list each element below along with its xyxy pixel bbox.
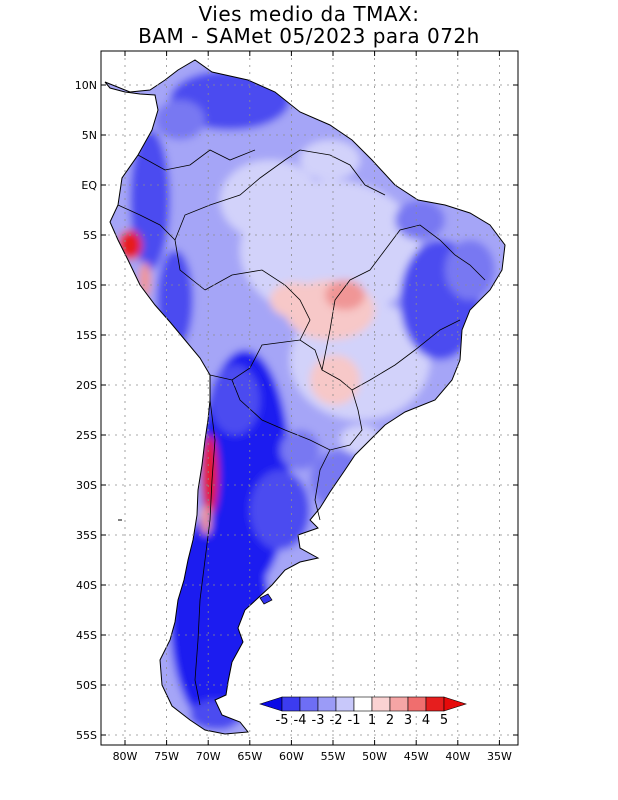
colorbar-box [281, 696, 301, 712]
colorbar-box [317, 696, 337, 712]
colorbar-box [425, 696, 445, 712]
lat-tick-label: 30S [76, 479, 97, 492]
lat-tick-label: 50S [76, 679, 97, 692]
lon-tick-label: 35W [487, 750, 512, 763]
lon-tick-label: 60W [279, 750, 304, 763]
latitude-axis: 10N 5N EQ 5S 10S 15S 20S 25S 30S 35S 40S 45S 50S 55S [75, 79, 518, 742]
border-guianas [299, 149, 386, 196]
colorbar-box [299, 696, 319, 712]
longitude-axis: 80W 75W 70W 65W 60W 55W 50W 45W 40W 35W [113, 51, 512, 763]
lat-tick-label: 35S [76, 529, 97, 542]
colorbar-label: -1 [348, 713, 361, 728]
map-frame [100, 50, 519, 746]
lat-tick-label: 55S [76, 729, 97, 742]
colorbar-box [371, 696, 391, 712]
map-title-line1: Vies medio da TMAX: [198, 2, 420, 26]
colorbar-label: 2 [386, 713, 394, 728]
lon-tick-label: 75W [154, 750, 179, 763]
bias-patch [155, 100, 205, 140]
lat-tick-label: 45S [76, 629, 97, 642]
lat-tick-label: 15S [76, 329, 97, 342]
lon-tick-label: 80W [113, 750, 138, 763]
border-chile-argentina [194, 399, 216, 706]
lat-tick-label: EQ [81, 179, 97, 192]
bias-patch [395, 200, 445, 240]
bias-patch [220, 160, 320, 240]
lon-tick-label: 70W [196, 750, 221, 763]
lon-tick-label: 65W [237, 750, 262, 763]
colorbar-label: 4 [422, 713, 430, 728]
lon-tick-label: 40W [445, 750, 470, 763]
colorbar-box [407, 696, 427, 712]
colorbar-box [389, 696, 409, 712]
border-ecuador-peru [117, 204, 176, 241]
falklands-islands [259, 593, 273, 605]
bias-patch [270, 282, 320, 318]
colorbar-box [353, 696, 373, 712]
lat-tick-label: 20S [76, 379, 97, 392]
lon-tick-label: 55W [321, 750, 346, 763]
map-title-line2: BAM - SAMet 05/2023 para 072h [138, 24, 480, 48]
bias-patch [210, 365, 260, 435]
lat-tick-label: 25S [76, 429, 97, 442]
lat-tick-label: 5S [83, 229, 97, 242]
bias-patch [250, 470, 310, 550]
colorbar: -5 -4 -3 -2 -1 1 2 3 4 5 [259, 696, 467, 728]
bias-patch [201, 505, 211, 535]
country-borders [117, 149, 486, 706]
colorbar-box [335, 696, 355, 712]
lon-tick-label: 50W [362, 750, 387, 763]
colorbar-label: -5 [276, 713, 289, 728]
border-argentina-uruguay [314, 449, 331, 521]
colorbar-label: -4 [294, 713, 307, 728]
lon-tick-label: 45W [404, 750, 429, 763]
border-amazon [174, 149, 301, 291]
lat-tick-label: 10S [76, 279, 97, 292]
colorbar-label: -2 [330, 713, 343, 728]
colorbar-label: 3 [404, 713, 412, 728]
bias-patch [445, 240, 495, 300]
bias-patch [310, 355, 360, 405]
border-paraguay [231, 379, 363, 451]
border-colombia [137, 149, 256, 171]
colorbar-label: -3 [312, 713, 325, 728]
colorbar-arrow-right [443, 696, 467, 712]
border-brazil-states-north [384, 224, 486, 281]
border-brazil-states-south [351, 319, 461, 391]
border-brazil-states-center [321, 249, 386, 371]
bias-patch [325, 280, 365, 310]
lat-tick-label: 10N [75, 79, 97, 92]
colorbar-label: 1 [368, 713, 376, 728]
lat-tick-label: 5N [82, 129, 97, 142]
colorbar-label: 5 [440, 713, 448, 728]
bias-patch [300, 140, 360, 180]
bias-patch [130, 130, 170, 270]
lat-tick-label: 40S [76, 579, 97, 592]
